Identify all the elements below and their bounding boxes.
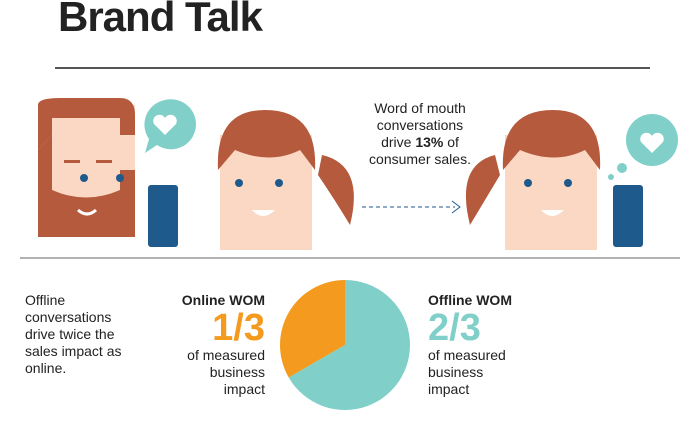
legend-label: Online WOM — [181, 292, 265, 308]
online-block: Online WOM 1/3 of measured business impa… — [155, 292, 265, 398]
callout-stat: 13% — [415, 134, 444, 150]
pie-slice — [280, 280, 345, 378]
title: Brand Talk — [58, 0, 263, 40]
woman — [217, 110, 354, 250]
man — [38, 98, 135, 237]
callout-text: of consumer sales. — [369, 134, 471, 167]
caption: of measured business impact — [187, 347, 265, 397]
note: Offline conversations drive twice the sa… — [25, 292, 122, 376]
callout: Word of mouth conversations drive 13% of… — [362, 100, 478, 168]
value-label: 1/3 — [212, 307, 265, 349]
heart — [640, 132, 664, 153]
phone — [613, 185, 643, 247]
value-label: 2/3 — [428, 307, 481, 349]
caption: of measured business impact — [428, 347, 506, 397]
pie-slice — [288, 280, 410, 410]
callout-text: Word of mouth conversations drive — [374, 100, 466, 150]
phone — [148, 185, 178, 247]
arrow-head — [451, 200, 461, 214]
offline-block: Offline WOM 2/3 of measured business imp… — [428, 292, 538, 398]
legend-label: Offline WOM — [428, 292, 512, 308]
heart — [153, 114, 177, 135]
woman-2 — [465, 110, 601, 250]
pie — [280, 280, 410, 410]
